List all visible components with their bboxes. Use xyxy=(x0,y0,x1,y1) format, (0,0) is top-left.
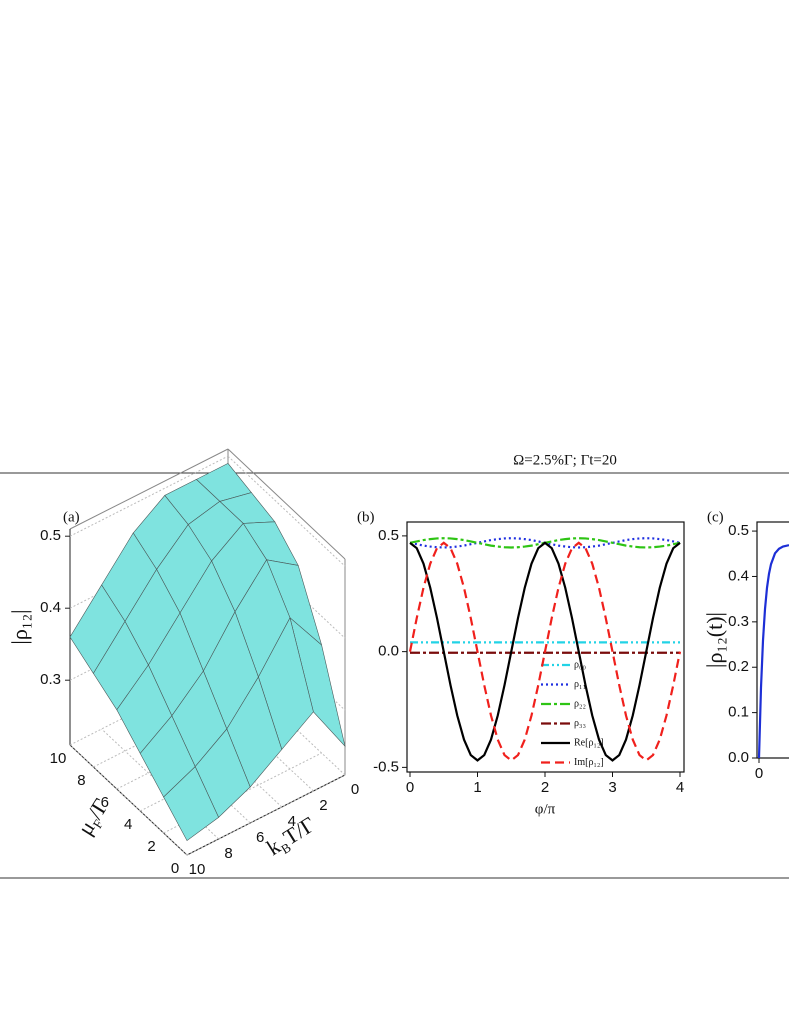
y-tick-label: 0.0 xyxy=(728,749,749,766)
legend-label: ρ₀₀ xyxy=(574,659,586,670)
plot-frame xyxy=(756,521,789,759)
panel-label: (c) xyxy=(707,509,724,525)
legend-label: Re[ρ₁₂] xyxy=(574,737,604,748)
t-tick-label: 8 xyxy=(224,845,232,862)
mu-tick-label: 8 xyxy=(77,772,85,789)
grid-line xyxy=(69,455,229,537)
caption: Ω=2.5%Γ; Γt=20 xyxy=(513,452,617,468)
x-axis-title: φ/π xyxy=(535,801,556,817)
mu-tick-label: 10 xyxy=(50,750,67,767)
mu-tick-label: 4 xyxy=(124,816,132,833)
series-line xyxy=(757,544,789,759)
x-tick-label: 3 xyxy=(608,779,616,796)
panel-label: (b) xyxy=(357,509,375,525)
legend-label: ρ₁₁ xyxy=(574,679,586,690)
surface-patch xyxy=(163,766,219,842)
mu-tick-label: 0 xyxy=(171,860,179,877)
legend-label: Im[ρ₁₂] xyxy=(574,757,604,768)
grid-line xyxy=(186,774,346,856)
x-tick-label: 1 xyxy=(473,779,481,796)
y-axis-title: |ρ₁₂(t)| xyxy=(702,612,727,668)
box-edge xyxy=(227,448,346,560)
series-line xyxy=(408,541,682,762)
y-tick-label: 0.2 xyxy=(728,658,749,675)
t-tick-label: 2 xyxy=(319,797,327,814)
t-tick-label: 0 xyxy=(351,781,359,798)
y-tick-label: 0.4 xyxy=(728,567,749,584)
t-tick-label: 6 xyxy=(256,829,264,846)
y-tick-label: 0.1 xyxy=(728,704,749,721)
y-tick-label: 0.3 xyxy=(728,613,749,630)
series-line xyxy=(409,541,681,762)
t-tick-label: 4 xyxy=(288,813,296,830)
mu-tick-label: 6 xyxy=(101,794,109,811)
mu-tick-label: 2 xyxy=(147,838,155,855)
x-tick-label: 2 xyxy=(541,779,549,796)
y-tick-label: -0.5 xyxy=(373,758,399,775)
y-tick-label: 0.5 xyxy=(728,522,749,539)
z-tick-label: 0.5 xyxy=(40,527,61,544)
mu-axis-title-part: /Γ xyxy=(82,794,113,823)
mu-axis-title: μF/Γ xyxy=(72,794,116,841)
y-tick-label: 0.5 xyxy=(378,527,399,544)
z-tick-label: 0.3 xyxy=(40,671,61,688)
z-tick-label: 0.4 xyxy=(40,599,61,616)
grid-line xyxy=(227,455,346,567)
t-tick-label: 10 xyxy=(189,861,206,878)
z-axis-title: |ρ₁₂| xyxy=(7,609,32,644)
legend-label: ρ₂₂ xyxy=(574,698,586,709)
x-tick-label: 0 xyxy=(406,779,414,796)
panel-label: (a) xyxy=(63,509,80,525)
y-tick-label: 0.0 xyxy=(378,643,399,660)
x-tick-label: 0 xyxy=(755,765,763,782)
box-edge xyxy=(69,448,229,530)
grid-line xyxy=(69,744,188,856)
x-tick-label: 4 xyxy=(676,779,684,796)
legend-label: ρ₃₃ xyxy=(574,718,586,729)
